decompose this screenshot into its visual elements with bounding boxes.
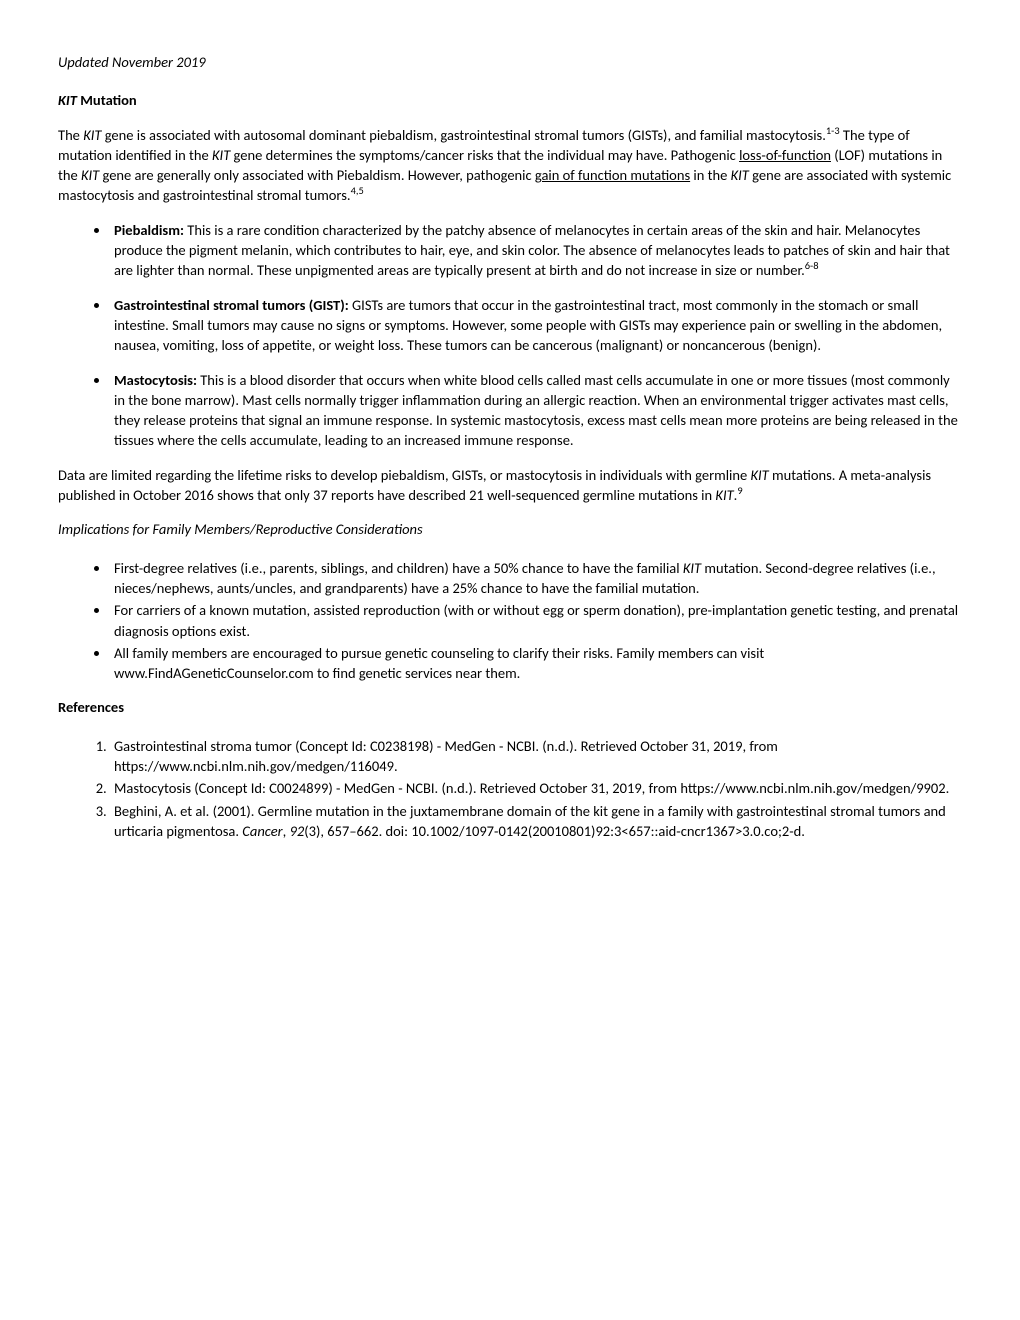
- gene-name: KIT: [83, 126, 101, 144]
- gene-name: KIT: [81, 166, 99, 184]
- journal-name: Cancer: [242, 822, 282, 840]
- list-item: All family members are encouraged to pur…: [110, 643, 962, 684]
- implications-list: First-degree relatives (i.e., parents, s…: [58, 558, 962, 684]
- reference-item: Gastrointestinal stroma tumor (Concept I…: [110, 736, 962, 777]
- citation-sup: 1-3: [826, 124, 840, 137]
- list-item: Mastocytosis: This is a blood disorder t…: [110, 370, 962, 451]
- gene-name: KIT: [683, 559, 701, 577]
- citation-sup: 4,5: [351, 185, 364, 198]
- intro-text: gene are generally only associated with …: [99, 166, 535, 184]
- intro-paragraph: The KIT gene is associated with autosoma…: [58, 125, 962, 206]
- page-title: KIT Mutation: [58, 90, 962, 110]
- intro-text: The: [58, 126, 83, 144]
- implications-heading: Implications for Family Members/Reproduc…: [58, 519, 962, 539]
- condition-label: Piebaldism:: [114, 221, 184, 239]
- citation-sup: 9: [737, 484, 742, 497]
- gain-of-function-term: gain of function mutations: [535, 166, 690, 184]
- references-list: Gastrointestinal stroma tumor (Concept I…: [58, 736, 962, 841]
- list-item: Piebaldism: This is a rare condition cha…: [110, 220, 962, 281]
- gene-name: KIT: [751, 466, 769, 484]
- condition-text: This is a blood disorder that occurs whe…: [114, 371, 958, 450]
- list-item: For carriers of a known mutation, assist…: [110, 600, 962, 641]
- reference-item: Beghini, A. et al. (2001). Germline muta…: [110, 801, 962, 842]
- conditions-list: Piebaldism: This is a rare condition cha…: [58, 220, 962, 451]
- condition-label: Mastocytosis:: [114, 371, 197, 389]
- loss-of-function-term: loss-of-function: [739, 146, 831, 164]
- intro-text: gene is associated with autosomal domina…: [101, 126, 825, 144]
- reference-item: Mastocytosis (Concept Id: C0024899) - Me…: [110, 778, 962, 798]
- list-item: First-degree relatives (i.e., parents, s…: [110, 558, 962, 599]
- updated-date: Updated November 2019: [58, 52, 962, 72]
- implication-text: First-degree relatives (i.e., parents, s…: [114, 559, 683, 577]
- intro-text: gene determines the symptoms/cancer risk…: [230, 146, 739, 164]
- title-gene: KIT: [58, 91, 77, 109]
- data-limited-paragraph: Data are limited regarding the lifetime …: [58, 465, 962, 506]
- title-text: Mutation: [77, 91, 137, 109]
- reference-text: (3), 657–662. doi: 10.1002/1097-0142(200…: [304, 822, 805, 840]
- gene-name: KIT: [715, 486, 733, 504]
- references-heading: References: [58, 697, 962, 717]
- volume-number: 92: [290, 822, 305, 840]
- gene-name: KIT: [212, 146, 230, 164]
- intro-text: in the: [690, 166, 730, 184]
- reference-text: ,: [283, 822, 290, 840]
- condition-label: Gastrointestinal stromal tumors (GIST):: [114, 296, 349, 314]
- paragraph-text: Data are limited regarding the lifetime …: [58, 466, 751, 484]
- condition-text: This is a rare condition characterized b…: [114, 221, 950, 280]
- citation-sup: 6-8: [805, 260, 819, 273]
- gene-name: KIT: [731, 166, 749, 184]
- list-item: Gastrointestinal stromal tumors (GIST): …: [110, 295, 962, 356]
